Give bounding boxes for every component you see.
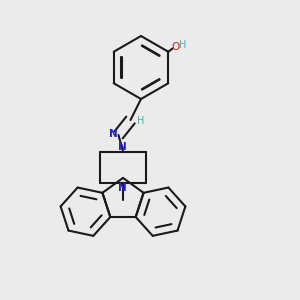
Text: H: H <box>137 116 145 127</box>
Text: N: N <box>118 183 127 193</box>
Text: N: N <box>109 129 118 140</box>
Text: N: N <box>118 142 127 152</box>
Text: H: H <box>179 40 186 50</box>
Text: O: O <box>172 42 180 52</box>
